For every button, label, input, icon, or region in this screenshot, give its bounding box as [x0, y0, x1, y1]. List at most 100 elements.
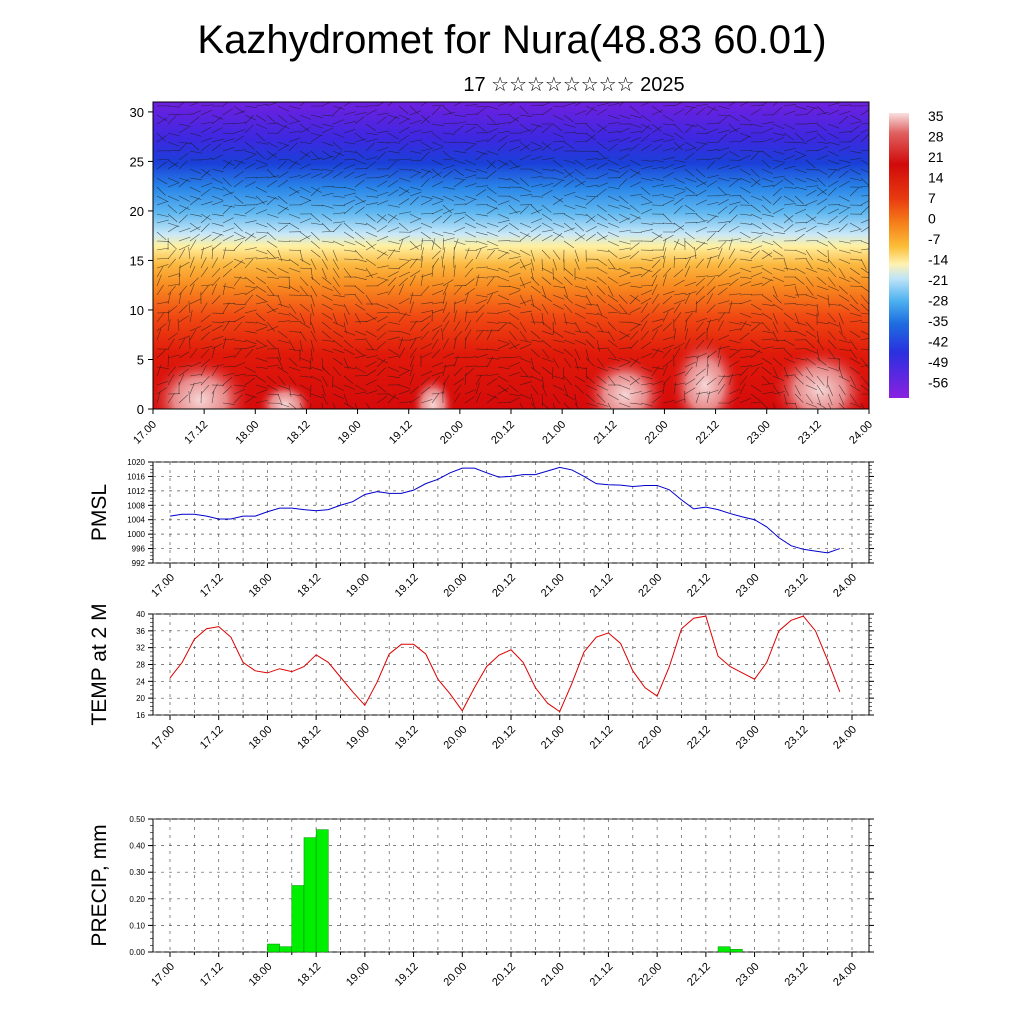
wind-barb: [464, 356, 477, 359]
wind-barb: [233, 303, 246, 306]
wind-barb: [508, 312, 520, 320]
wind-barb: [233, 306, 245, 314]
wind-barb: [255, 176, 268, 179]
wind-barb: [310, 135, 322, 143]
wind-barb: [849, 312, 862, 317]
wind-barb: [453, 216, 465, 224]
wind-barb: [376, 147, 389, 152]
wind-barb: [750, 213, 763, 220]
x-tick-label: 21.12: [588, 961, 616, 989]
wind-barb: [277, 171, 289, 179]
wind-barb: [200, 365, 207, 377]
wind-barb: [563, 240, 574, 249]
wind-barb: [189, 239, 197, 251]
wind-barb: [299, 152, 310, 161]
wind-barb: [156, 364, 162, 377]
wind-barb: [233, 384, 246, 387]
wind-barb: [596, 375, 607, 384]
wind-barb: [761, 375, 771, 385]
wind-barb: [299, 258, 311, 266]
wind-barb: [354, 391, 367, 395]
wind-barb: [431, 200, 444, 206]
wind-barb: [189, 110, 202, 116]
wind-barb: [761, 312, 773, 320]
wind-barb: [607, 186, 620, 190]
wind-barb: [827, 348, 836, 359]
wind-barb: [486, 329, 493, 341]
wind-barb: [167, 149, 180, 152]
wind-barb: [332, 357, 344, 366]
x-tick-label: 21.00: [539, 572, 567, 600]
wind-barb: [772, 249, 784, 257]
wind-barb: [354, 116, 365, 125]
wind-barb: [464, 311, 477, 314]
wind-barb: [255, 150, 266, 160]
wind-barb: [772, 175, 785, 179]
wind-barb: [442, 170, 453, 179]
wind-barb: [618, 170, 629, 179]
wind-barb: [530, 258, 535, 271]
wind-barb: [167, 162, 179, 170]
wind-barb: [607, 311, 620, 314]
wind-barb: [849, 177, 862, 181]
wind-barb: [761, 138, 774, 143]
wind-barb: [398, 168, 411, 171]
wind-barb: [607, 130, 620, 134]
wind-barb: [794, 186, 807, 190]
wind-barb: [805, 159, 816, 169]
wind-barb: [761, 279, 773, 287]
wind-barb: [497, 102, 510, 107]
wind-barb: [651, 303, 660, 314]
wind-barb: [332, 106, 342, 116]
wind-barb: [596, 303, 603, 316]
wind-barb: [497, 343, 509, 350]
wind-barb: [288, 105, 301, 110]
wind-barb: [640, 366, 653, 372]
wind-barb: [354, 267, 367, 272]
wind-barb: [211, 276, 221, 287]
wind-barb: [387, 355, 400, 359]
wind-barb: [816, 366, 829, 371]
wind-barb: [739, 293, 752, 296]
wind-barb: [409, 196, 419, 206]
wind-barb: [574, 177, 585, 186]
wind-barb: [387, 271, 399, 278]
wind-barb: [728, 201, 741, 206]
wind-barb: [827, 366, 840, 372]
wind-barb: [167, 332, 178, 341]
wind-barb: [640, 352, 653, 359]
x-tick-label: 20.12: [490, 724, 518, 752]
wind-barb: [321, 186, 335, 188]
x-tick-label: 19.12: [393, 724, 421, 752]
wind-barb: [750, 393, 761, 402]
wind-barb: [640, 320, 648, 332]
wind-barb: [761, 240, 774, 246]
wind-barb: [717, 247, 723, 260]
wind-barb: [541, 189, 553, 197]
wind-barb: [486, 207, 498, 215]
wind-barb: [662, 364, 668, 377]
wind-barb: [321, 114, 334, 117]
wind-barb: [343, 249, 356, 252]
wind-barb: [596, 267, 608, 275]
wind-barb: [816, 168, 828, 176]
wind-barb: [310, 222, 323, 226]
wind-barb: [354, 384, 366, 391]
wind-barb: [475, 330, 484, 341]
wind-barb: [805, 303, 818, 307]
wind-barb: [838, 223, 848, 233]
wind-barb: [156, 161, 167, 170]
wind-barb: [552, 330, 564, 338]
wind-barb: [794, 393, 804, 403]
wind-barb: [255, 222, 268, 228]
wind-barb: [805, 348, 818, 354]
wind-barb: [673, 186, 686, 191]
wind-barb: [794, 168, 807, 174]
wind-barb: [596, 173, 609, 179]
wind-barb: [607, 222, 620, 228]
wind-barb: [805, 107, 816, 116]
wind-barb: [299, 235, 311, 242]
colorbar-label: -35: [928, 313, 948, 329]
wind-barb: [189, 177, 202, 181]
wind-barb: [475, 139, 488, 143]
